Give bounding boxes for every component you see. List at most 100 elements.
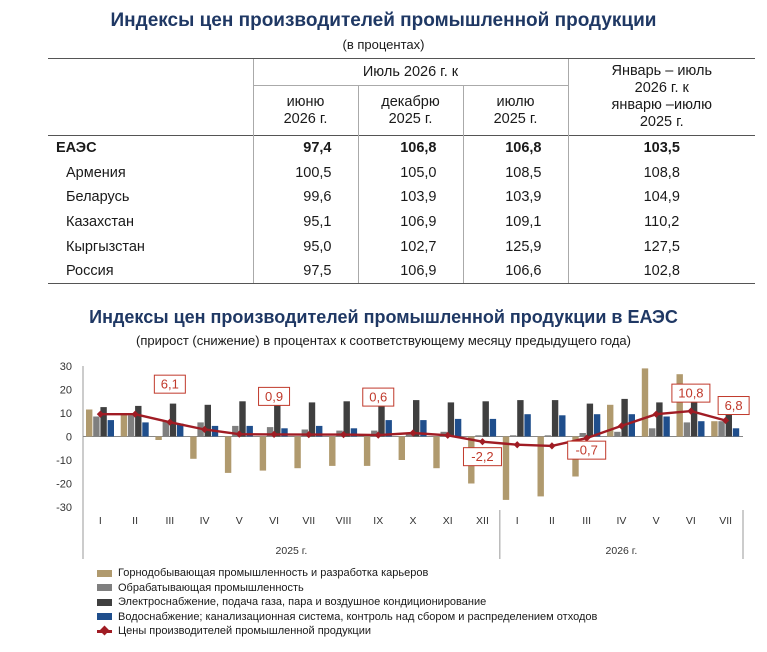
table-corner-lower bbox=[48, 86, 253, 136]
bar bbox=[120, 413, 128, 437]
x-tick-label: II bbox=[549, 515, 555, 527]
x-tick-label: II bbox=[132, 515, 138, 527]
table-row: ЕАЭС 97,4 106,8 106,8 103,5 bbox=[48, 135, 755, 161]
y-tick-label: -30 bbox=[56, 502, 72, 514]
x-tick-label: VII bbox=[719, 515, 732, 527]
data-label: 6,1 bbox=[161, 377, 179, 392]
bar bbox=[107, 420, 114, 437]
bar bbox=[663, 416, 670, 437]
row-value: 125,9 bbox=[462, 234, 568, 259]
x-tick-label: VIII bbox=[336, 515, 352, 527]
bar bbox=[155, 436, 162, 440]
legend-item: Водоснабжение; канализационная система, … bbox=[97, 610, 597, 625]
annotation-box bbox=[462, 447, 502, 467]
bar bbox=[579, 433, 586, 437]
annotation-box bbox=[671, 383, 711, 403]
bar bbox=[551, 400, 559, 437]
x-tick-label: IV bbox=[200, 515, 210, 527]
row-value: 102,8 bbox=[567, 258, 755, 285]
y-tick-label: 10 bbox=[60, 408, 72, 420]
bar bbox=[177, 423, 184, 437]
bar bbox=[628, 414, 635, 437]
bar bbox=[224, 436, 232, 473]
bar bbox=[537, 436, 544, 497]
bar bbox=[489, 418, 497, 437]
bar bbox=[586, 403, 594, 437]
bar bbox=[274, 400, 281, 437]
table-row: Армения 100,5 105,0 108,5 108,8 bbox=[48, 160, 755, 185]
x-tick-label: I bbox=[99, 515, 102, 527]
row-value: 103,9 bbox=[357, 184, 463, 210]
bar bbox=[698, 421, 705, 437]
data-label: 10,8 bbox=[678, 386, 703, 401]
x-tick-label: V bbox=[236, 515, 243, 527]
legend-item: Цены производителей промышленной продукц… bbox=[97, 624, 597, 639]
bar bbox=[475, 435, 482, 437]
bar bbox=[169, 403, 177, 437]
data-label: -2,2 bbox=[471, 449, 493, 464]
y-tick-label: -10 bbox=[56, 455, 72, 467]
bar bbox=[656, 402, 663, 437]
legend-swatch bbox=[97, 569, 112, 577]
bar bbox=[142, 422, 149, 437]
bar bbox=[127, 415, 135, 437]
bar bbox=[350, 428, 358, 437]
x-tick-label: V bbox=[653, 515, 660, 527]
row-value: 103,5 bbox=[567, 135, 755, 161]
row-value: 110,2 bbox=[567, 209, 755, 235]
bar bbox=[607, 404, 614, 437]
row-name: Россия bbox=[48, 258, 253, 285]
col-header-july: июлю 2025 г. bbox=[462, 85, 568, 136]
x-tick-label: IV bbox=[616, 515, 626, 527]
col-header-december: декабрю 2025 г. bbox=[357, 85, 463, 136]
y-tick-label: 0 bbox=[66, 432, 72, 444]
x-tick-label: VII bbox=[302, 515, 315, 527]
bar bbox=[641, 368, 649, 437]
bar bbox=[676, 374, 683, 437]
annotation-box bbox=[153, 374, 186, 394]
row-value: 99,6 bbox=[252, 184, 358, 210]
row-name: ЕАЭС bbox=[48, 135, 253, 161]
bar bbox=[732, 428, 740, 437]
row-value: 108,8 bbox=[567, 160, 755, 185]
bar bbox=[433, 436, 440, 469]
legend-swatch bbox=[97, 584, 112, 592]
chart-title: Индексы цен производителей промышленной … bbox=[89, 307, 678, 327]
bar bbox=[281, 428, 288, 437]
row-value: 108,5 bbox=[462, 160, 568, 185]
legend-swatch bbox=[97, 629, 112, 633]
row-value: 95,0 bbox=[252, 234, 358, 259]
bar bbox=[316, 425, 323, 437]
row-value: 106,6 bbox=[462, 258, 568, 285]
chart-legend: Горнодобывающая промышленность и разрабо… bbox=[97, 566, 597, 639]
legend-label: Водоснабжение; канализационная система, … bbox=[118, 610, 598, 623]
table-row: Кыргызстан 95,0 102,7 125,9 127,5 bbox=[48, 234, 755, 259]
year-label: 2026 г. bbox=[606, 545, 638, 557]
bar bbox=[454, 418, 462, 437]
x-tick-label: VI bbox=[269, 515, 279, 527]
line-point bbox=[548, 442, 556, 450]
annotation-box bbox=[258, 386, 291, 406]
row-value: 97,5 bbox=[252, 258, 358, 285]
row-name: Казахстан bbox=[66, 213, 134, 230]
bar bbox=[502, 436, 510, 500]
bar bbox=[363, 436, 371, 466]
bar bbox=[371, 430, 378, 437]
group-header: Июль 2026 г. к bbox=[252, 58, 568, 86]
row-value: 100,5 bbox=[252, 160, 358, 185]
legend-label: Цены производителей промышленной продукц… bbox=[118, 625, 371, 638]
bar bbox=[482, 401, 489, 437]
bar bbox=[544, 435, 552, 437]
table-title: Индексы цен производителей промышленной … bbox=[110, 10, 657, 31]
annotation-box bbox=[717, 396, 750, 416]
bar bbox=[378, 395, 385, 437]
legend-item: Обрабатывающая промышленность bbox=[97, 581, 597, 596]
legend-label: Обрабатывающая промышленность bbox=[118, 581, 304, 594]
legend-item: Горнодобывающая промышленность и разрабо… bbox=[97, 566, 597, 581]
year-label: 2025 г. bbox=[276, 545, 308, 557]
row-name: Армения bbox=[66, 164, 126, 181]
table-subtitle: (в процентах) bbox=[342, 37, 425, 52]
x-tick-label: VI bbox=[686, 515, 696, 527]
table-row: Казахстан 95,1 106,9 109,1 110,2 bbox=[48, 209, 755, 235]
row-name: Кыргызстан bbox=[66, 238, 145, 255]
